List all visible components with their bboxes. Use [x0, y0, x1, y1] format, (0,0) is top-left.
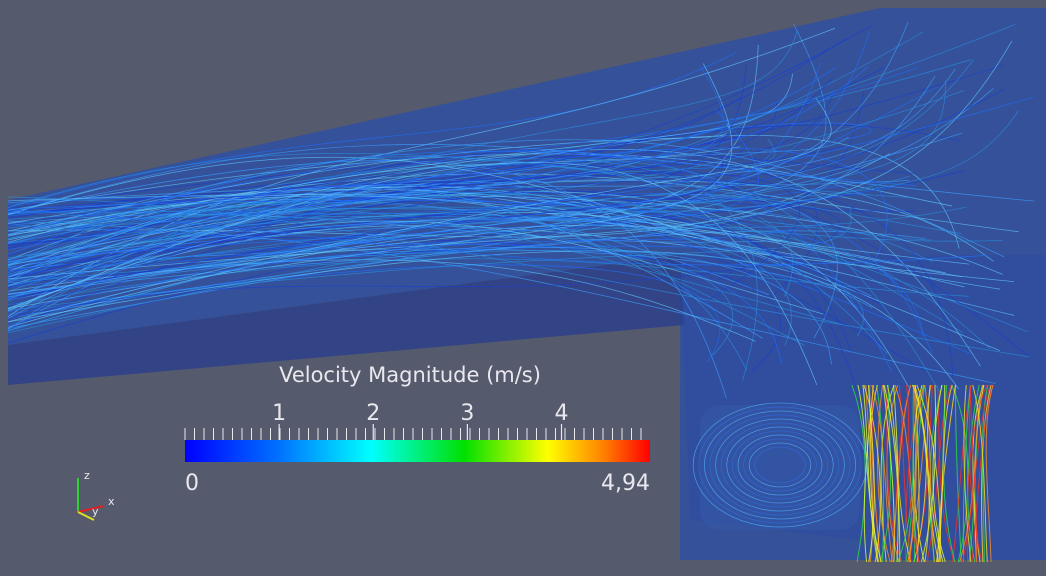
x-label: x: [108, 495, 115, 508]
tick-label: 4: [555, 401, 569, 426]
range-max-label: 4,94: [601, 471, 650, 496]
tick-label: 2: [366, 401, 380, 426]
color-bar: [185, 440, 650, 462]
range-min-label: 0: [185, 471, 199, 496]
legend-title: Velocity Magnitude (m/s): [279, 363, 541, 387]
y-label: y: [92, 505, 99, 518]
page: Velocity Magnitude (m/s) 1 2 3 4 0 4,94 z x y…: [0, 0, 1046, 576]
render-view: Velocity Magnitude (m/s) 1 2 3 4 0 4,94 z x y: [0, 0, 1046, 576]
tick-label: 3: [460, 401, 474, 426]
tick-label: 1: [272, 401, 286, 426]
z-label: z: [84, 469, 90, 482]
